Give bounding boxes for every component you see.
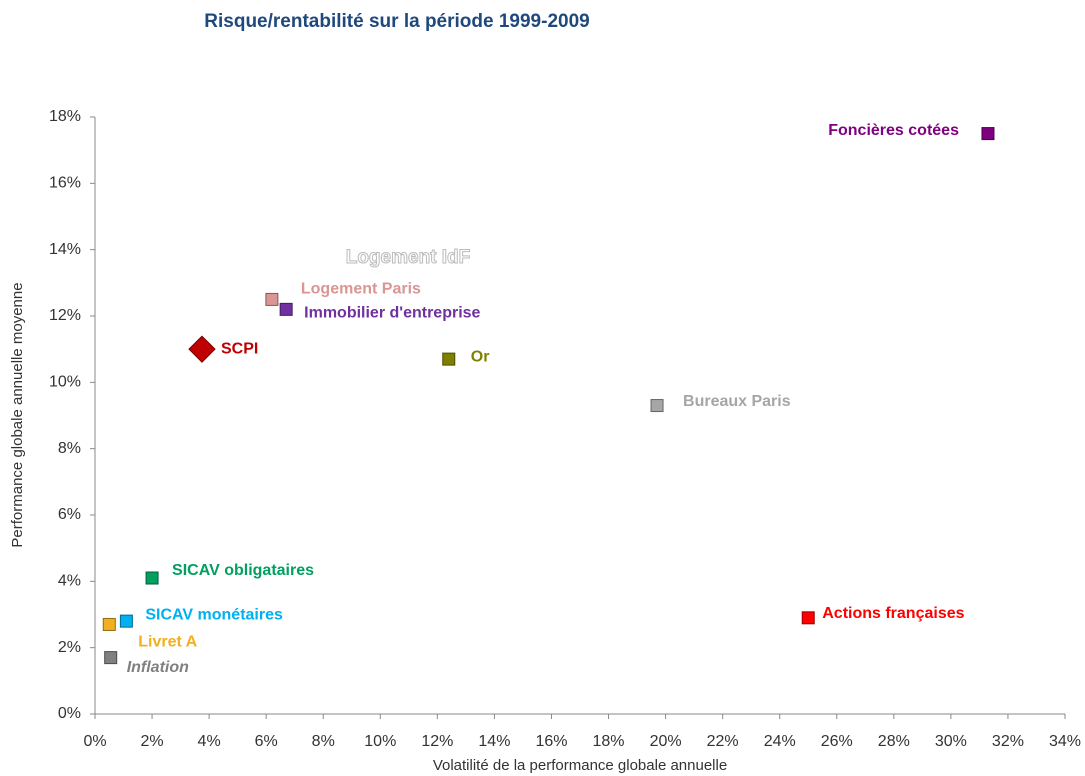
x-tick-label: 6% (255, 733, 278, 750)
x-tick-label: 22% (707, 733, 739, 750)
y-tick-label: 16% (49, 175, 81, 192)
point (981, 127, 995, 141)
x-tick-label: 12% (421, 733, 453, 750)
point (102, 617, 116, 631)
x-tick-label: 30% (935, 733, 967, 750)
x-tick-label: 16% (535, 733, 567, 750)
y-tick-label: 10% (49, 374, 81, 391)
x-tick-label: 14% (478, 733, 510, 750)
point (188, 335, 216, 363)
y-tick-label: 18% (49, 108, 81, 125)
x-tick-label: 2% (140, 733, 163, 750)
point (145, 571, 159, 585)
point (104, 651, 118, 665)
x-tick-label: 10% (364, 733, 396, 750)
y-tick-label: 0% (58, 705, 81, 722)
x-tick-label: 0% (83, 733, 106, 750)
y-tick-label: 14% (49, 241, 81, 258)
point (650, 399, 664, 413)
point (801, 611, 815, 625)
x-tick-label: 28% (878, 733, 910, 750)
point (279, 302, 293, 316)
x-tick-label: 24% (764, 733, 796, 750)
x-tick-label: 32% (992, 733, 1024, 750)
y-tick-label: 6% (58, 506, 81, 523)
y-tick-label: 4% (58, 573, 81, 590)
point-label: Logement Paris (301, 281, 421, 298)
x-tick-label: 18% (593, 733, 625, 750)
point-label: Actions françaises (822, 605, 964, 622)
x-tick-label: 8% (312, 733, 335, 750)
x-axis-title: Volatilité de la performance globale ann… (433, 757, 727, 774)
annotation: Logement IdF (346, 247, 471, 268)
point-label: Inflation (127, 659, 189, 676)
point-label: SCPI (221, 340, 258, 357)
point-label: SICAV obligataires (172, 562, 314, 579)
x-tick-label: 26% (821, 733, 853, 750)
x-tick-label: 4% (198, 733, 221, 750)
x-tick-label: 20% (650, 733, 682, 750)
point (265, 292, 279, 306)
x-tick-label: 34% (1049, 733, 1081, 750)
point-label: Immobilier d'entreprise (304, 305, 480, 322)
point-label: Livret A (138, 634, 197, 651)
point-label: SICAV monétaires (145, 606, 283, 623)
point (442, 352, 456, 366)
point-label: Or (471, 348, 490, 365)
point-label: Bureaux Paris (683, 393, 791, 410)
y-tick-label: 8% (58, 440, 81, 457)
y-tick-label: 2% (58, 639, 81, 656)
y-axis-title: Performance globale annuelle moyenne (9, 282, 26, 547)
point-label: Foncières cotées (828, 122, 959, 139)
chart-title: Risque/rentabilité sur la période 1999-2… (204, 11, 589, 32)
y-tick-label: 12% (49, 307, 81, 324)
point (119, 614, 133, 628)
